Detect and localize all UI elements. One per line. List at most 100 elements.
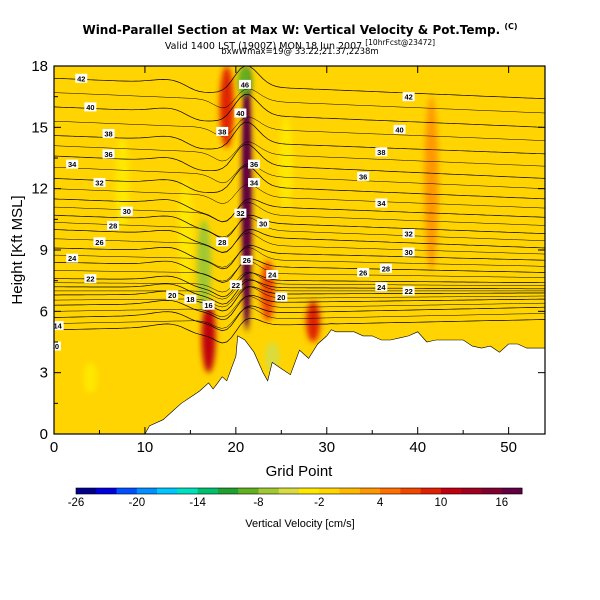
x-tick-label-50: 50: [500, 439, 517, 456]
colorbar-swatch-13: [339, 488, 361, 494]
colorbar-frame: [75, 487, 523, 495]
theta-contour-30: [54, 214, 545, 239]
colorbar-swatch-5: [177, 488, 199, 494]
x-tick-label-20: 20: [228, 439, 245, 456]
theta-contour-minor-10: [54, 184, 545, 209]
colorbar-swatch-3: [136, 488, 158, 494]
w-feature-10: [83, 362, 98, 394]
x-tick-label-10: 10: [137, 439, 154, 456]
w-feature-8: [260, 260, 275, 322]
theta-contour-minor-12: [54, 141, 545, 167]
y-tick-label-15: 15: [31, 119, 48, 136]
colorbar-swatch-17: [420, 488, 442, 494]
y-tick-label-9: 9: [40, 242, 48, 259]
contour-label-bg-30: [375, 147, 388, 157]
contour-label-bg-20: [248, 178, 261, 188]
colorbar-swatch-2: [116, 488, 138, 494]
contour-label-bg-22: [257, 218, 270, 228]
theta-contour-24: [54, 258, 545, 283]
theta-contour-minor-5: [54, 261, 545, 282]
x-axis: 0 10 20 30 40 50: [50, 66, 517, 456]
y-tick-label-12: 12: [31, 181, 48, 198]
contour-label-bg-33: [402, 229, 415, 239]
contour-label-bg-14: [54, 321, 64, 331]
contour-label-10: 22: [86, 275, 94, 284]
contour-label-36: 26: [359, 268, 367, 277]
y-tick-label-18: 18: [31, 58, 48, 75]
theta-contour-36: [54, 143, 545, 179]
plot-area: 42 40 38 36 34 32 30 28 26 24 22 20 18 16 14 10 46 40 38 36…: [54, 66, 545, 434]
contour-label-bg-26: [229, 280, 242, 290]
contour-label-35: 28: [382, 264, 390, 273]
x-tick-label-30: 30: [318, 439, 335, 456]
theta-contour-minor-9: [54, 202, 545, 226]
contour-label-bg-8: [93, 237, 106, 247]
contour-label-4: 34: [68, 160, 77, 169]
colorbar-swatch-21: [501, 488, 523, 494]
contour-label-bg-36: [357, 267, 370, 277]
contour-label-38: 22: [404, 287, 412, 296]
w-feature-9: [306, 301, 321, 342]
colorbar-tick-10: 10: [435, 497, 448, 509]
theta-contour-minor-8: [54, 217, 545, 242]
contour-label-bg-5: [93, 178, 106, 188]
theta-contour-minor-11: [54, 163, 545, 189]
theta-contour-minor-4: [54, 271, 545, 293]
contour-label-22: 30: [259, 219, 267, 228]
theta-contour-40: [54, 94, 545, 128]
colorbar-tick-4: 4: [377, 497, 384, 509]
y-axis-label: Height [Kft MSL]: [9, 195, 26, 304]
theta-contour-minor-3: [54, 278, 545, 300]
contour-label-26: 22: [232, 281, 240, 290]
colorbar-swatch-16: [400, 488, 422, 494]
contour-label-bg-35: [379, 263, 392, 273]
colorbar-swatch-11: [299, 488, 320, 494]
contour-label-bg-23: [216, 237, 229, 247]
contour-label-bg-1: [84, 102, 97, 112]
x-tick-label-40: 40: [409, 439, 426, 456]
contour-label-bg-32: [375, 198, 388, 208]
contour-label-3: 36: [104, 150, 112, 159]
contour-label-bg-29: [393, 124, 406, 134]
theta-contour-16: [54, 294, 545, 321]
x-tick-label-0: 0: [50, 439, 58, 456]
colorbar-tick--20: -20: [129, 497, 146, 509]
contour-label-27: 20: [277, 293, 285, 302]
contour-label-6: 30: [123, 207, 131, 216]
contour-label-29: 40: [395, 125, 403, 134]
contour-label-28: 42: [404, 93, 412, 102]
contour-label-0: 42: [77, 74, 85, 83]
contour-label-bg-18: [216, 126, 229, 136]
contour-label-bg-31: [357, 171, 370, 181]
contour-label-bg-7: [107, 220, 120, 230]
w-feature-5: [115, 137, 130, 230]
colorbar-swatch-14: [359, 488, 381, 494]
y-tick-label-0: 0: [40, 426, 48, 443]
copyright-mark: (C): [504, 22, 518, 31]
contour-label-bg-16: [238, 79, 251, 89]
contour-label-bg-0: [75, 73, 88, 83]
y-axis: 0 36 9 12 15 18: [31, 58, 545, 443]
contour-label-bg-19: [248, 159, 261, 169]
contour-label-19: 36: [250, 160, 258, 169]
contour-label-5: 32: [95, 179, 103, 188]
contour-label-bg-11: [166, 290, 179, 300]
colorbar-swatch-8: [238, 488, 259, 494]
contour-label-bg-6: [120, 206, 133, 216]
potential-temperature-contours: [54, 66, 545, 344]
contour-label-24: 26: [243, 256, 251, 265]
colorbar-tick--14: -14: [189, 497, 206, 509]
contour-label-8: 26: [95, 238, 103, 247]
contour-label-2: 38: [104, 129, 112, 138]
contour-label-bg-3: [102, 149, 115, 159]
contour-label-bg-2: [102, 128, 115, 138]
contour-label-31: 36: [359, 172, 367, 181]
contour-label-25: 24: [268, 271, 277, 280]
theta-contour-minor-14: [54, 88, 545, 114]
w-feature-3: [197, 219, 212, 312]
contour-label-bg-10: [84, 274, 97, 284]
contour-label-12: 18: [186, 295, 194, 304]
colorbar-swatch-19: [461, 488, 482, 494]
y-tick-label-3: 3: [40, 365, 48, 382]
